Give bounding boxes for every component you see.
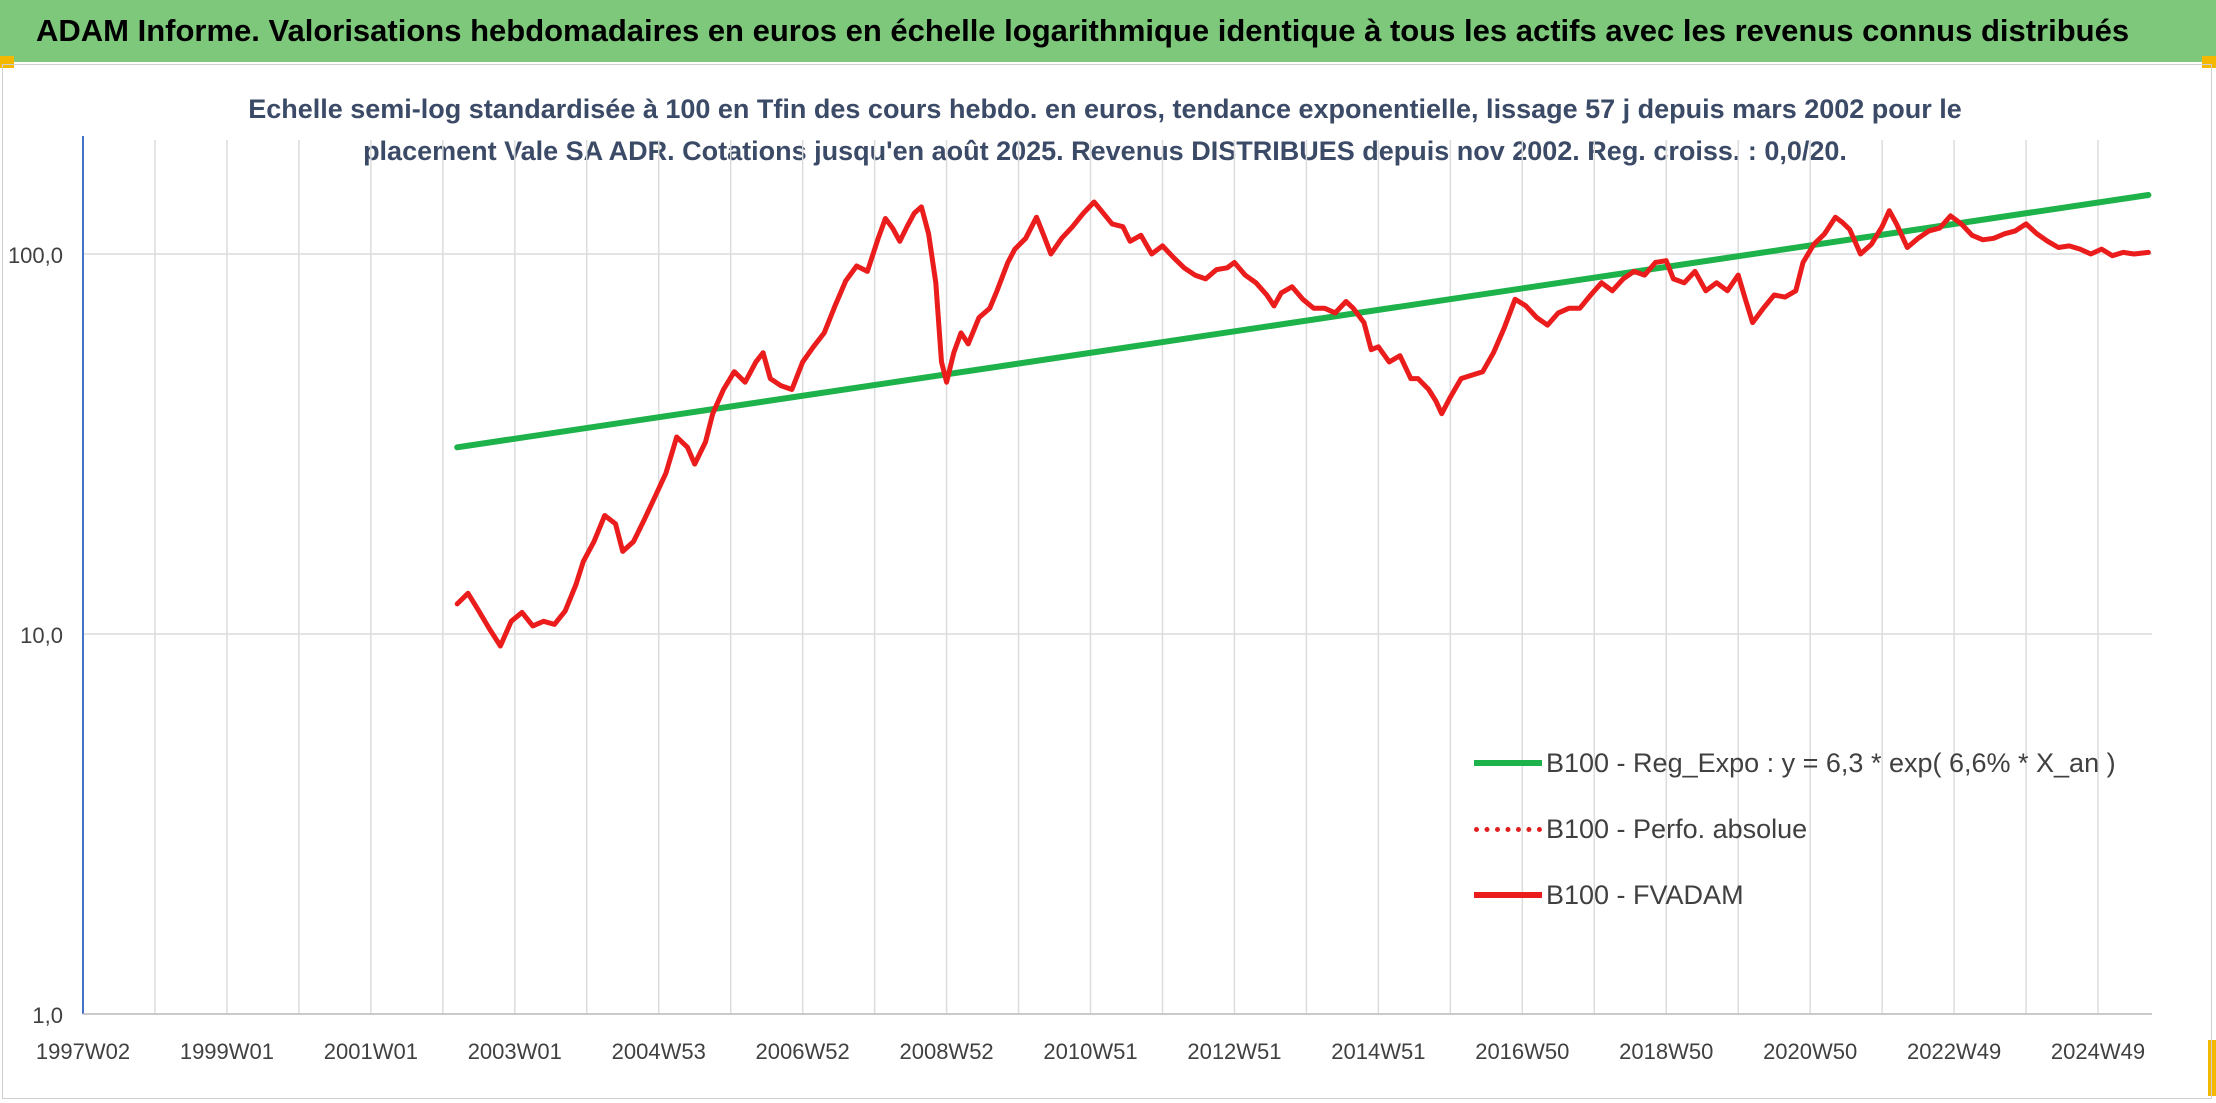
chart-axes: 1,0 10,0 100,0 1997W02 1999W01 2001W01 2003W01… <box>8 136 2152 1064</box>
x-tick-label: 2016W50 <box>1475 1039 1569 1064</box>
x-tick-label: 2006W52 <box>756 1039 850 1064</box>
x-tick-label: 2003W01 <box>468 1039 562 1064</box>
legend-label-fvadam: B100 - FVADAM <box>1546 879 1744 910</box>
legend-item-fvadam: B100 - FVADAM <box>1474 862 2194 928</box>
x-tick-label: 2020W50 <box>1763 1039 1857 1064</box>
corner-marker-right <box>2202 56 2216 68</box>
corner-marker-bottom-right <box>2208 1040 2216 1096</box>
legend-swatch-red-dotted <box>1474 826 1542 832</box>
x-tick-label: 2022W49 <box>1907 1039 2001 1064</box>
legend-swatch-green-solid <box>1474 760 1542 766</box>
x-tick-label: 2008W52 <box>899 1039 993 1064</box>
x-tick-label: 1997W02 <box>36 1039 130 1064</box>
x-tick-label: 2018W50 <box>1619 1039 1713 1064</box>
corner-marker-left <box>0 56 14 68</box>
chart-subtitle: Echelle semi-log standardisée à 100 en T… <box>240 88 1970 172</box>
chart-subtitle-line-2: placement Vale SA ADR. Cotations jusqu'e… <box>363 136 1847 166</box>
chart-series <box>454 192 2152 649</box>
chart-frame <box>2 64 2212 1099</box>
x-tick-label: 2004W53 <box>612 1039 706 1064</box>
x-tick-label: 2014W51 <box>1331 1039 1425 1064</box>
fvadam-series-line <box>454 199 2151 649</box>
chart-subtitle-line-1: Echelle semi-log standardisée à 100 en T… <box>248 94 1962 124</box>
x-tick-label: 2024W49 <box>2051 1039 2145 1064</box>
chart-legend: B100 - Reg_Expo : y = 6,3 * exp( 6,6% * … <box>1474 730 2194 928</box>
legend-swatch-red-solid <box>1474 892 1542 898</box>
report-title: ADAM Informe. Valorisations hebdomadaire… <box>36 13 2130 48</box>
legend-item-regression: B100 - Reg_Expo : y = 6,3 * exp( 6,6% * … <box>1474 730 2194 796</box>
y-tick-label: 100,0 <box>8 243 63 268</box>
x-tick-label: 2010W51 <box>1043 1039 1137 1064</box>
y-tick-label: 10,0 <box>20 623 63 648</box>
legend-label-regression: B100 - Reg_Expo : y = 6,3 * exp( 6,6% * … <box>1546 747 2116 778</box>
regression-trend-line <box>454 192 2152 451</box>
x-tick-label: 2001W01 <box>324 1039 418 1064</box>
legend-label-perfo-absolue: B100 - Perfo. absolue <box>1546 813 1808 844</box>
x-tick-label: 2012W51 <box>1187 1039 1281 1064</box>
x-tick-label: 1999W01 <box>180 1039 274 1064</box>
legend-item-perfo-absolue: B100 - Perfo. absolue <box>1474 796 2194 862</box>
y-tick-label: 1,0 <box>32 1003 63 1028</box>
report-title-bar: ADAM Informe. Valorisations hebdomadaire… <box>0 0 2216 62</box>
